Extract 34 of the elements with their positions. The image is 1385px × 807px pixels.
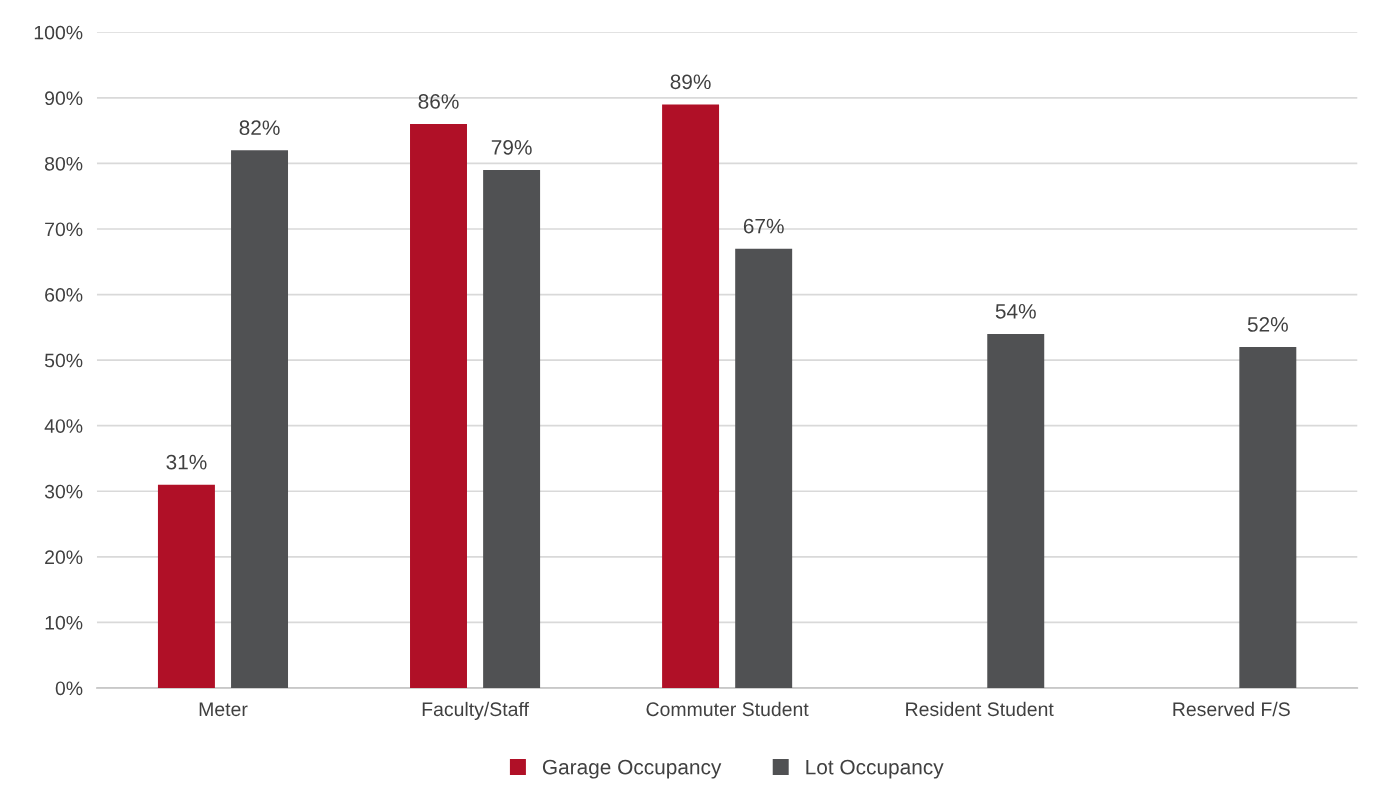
y-tick-label: 60% <box>45 288 83 302</box>
bar <box>1239 347 1297 688</box>
data-label: 31% <box>166 454 207 470</box>
y-tick-label: 40% <box>44 419 83 433</box>
data-label: 52% <box>1247 317 1288 332</box>
y-tick-label: 70% <box>45 222 83 237</box>
x-tick-label: Meter <box>199 702 248 717</box>
bar <box>483 169 541 688</box>
bar <box>662 104 720 688</box>
y-tick-label: 0% <box>55 681 83 696</box>
data-label: 67% <box>743 218 784 234</box>
data-label: 79% <box>491 139 532 155</box>
x-tick-label: Faculty/Staff <box>422 701 529 720</box>
y-tick-label: 80% <box>44 156 83 171</box>
x-tick-label: Resident Student <box>906 701 1054 717</box>
data-label: 54% <box>995 304 1036 319</box>
y-tick-label: 30% <box>44 484 83 499</box>
y-tick-label: 10% <box>45 615 83 630</box>
data-label: 86% <box>418 94 459 109</box>
bar <box>231 150 289 688</box>
x-tick-label: Reserved F/S <box>1173 701 1290 717</box>
data-label: 82% <box>239 120 280 136</box>
bar <box>410 124 467 688</box>
bar <box>157 484 215 688</box>
legend-label: Lot Occupancy <box>806 759 944 779</box>
y-tick-label: 100% <box>34 25 83 40</box>
bar <box>735 248 793 688</box>
y-tick-label: 90% <box>45 91 83 106</box>
y-tick-label: 20% <box>45 550 83 565</box>
data-label: 89% <box>670 74 711 90</box>
bar <box>987 333 1045 688</box>
y-tick-label: 50% <box>44 353 83 368</box>
legend-label: Garage Occupancy <box>542 759 722 779</box>
x-tick-label: Commuter Student <box>646 701 809 717</box>
